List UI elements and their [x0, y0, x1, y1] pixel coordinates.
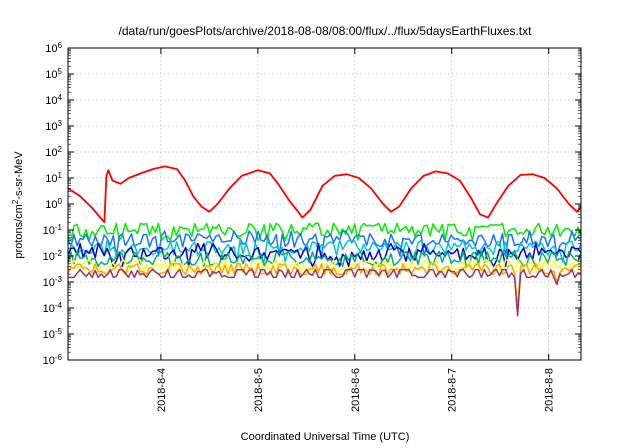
series-line-1 — [67, 165, 582, 224]
y-tick-label: 10-6 — [43, 353, 63, 368]
series-line-6 — [67, 250, 582, 268]
series-layer — [67, 165, 582, 317]
y-axis-label-sup: 2 — [11, 199, 20, 204]
y-tick-label: 10-3 — [43, 275, 63, 290]
y-tick-label: 102 — [45, 145, 62, 160]
series-line-4 — [67, 239, 582, 263]
y-axis-label-rest: -s-sr-MeV — [13, 151, 25, 200]
series-line-5 — [67, 242, 582, 268]
x-tick-label: 2018-8-4 — [156, 368, 168, 412]
grid-lines — [68, 48, 581, 360]
x-tick-label: 2018-8-8 — [544, 368, 556, 412]
y-tick-label: 105 — [45, 67, 62, 82]
y-tick-label: 104 — [45, 93, 62, 108]
x-tick-label: 2018-8-6 — [350, 368, 362, 412]
y-tick-label: 10-5 — [43, 327, 63, 342]
y-tick-label: 10-4 — [43, 301, 63, 316]
x-axis-ticks: 2018-8-4 2018-8-5 2018-8-6 2018-8-7 2018-8-8 — [156, 48, 556, 412]
y-axis-ticks: 106 105 104 103 102 101 100 10-1 10-2 10-3 10-4 10-… — [43, 41, 581, 368]
x-axis-label: Coordinated Universal Time (UTC) — [241, 431, 410, 443]
y-tick-label: 103 — [45, 119, 62, 134]
y-tick-label: 10-2 — [43, 249, 63, 264]
x-tick-label: 2018-8-7 — [447, 368, 459, 412]
series-line-3 — [67, 230, 582, 257]
y-tick-label: 100 — [45, 197, 62, 212]
y-tick-label: 101 — [45, 171, 62, 186]
y-tick-label: 10-1 — [43, 223, 63, 238]
series-line-9 — [68, 268, 582, 317]
x-tick-label: 2018-8-5 — [253, 368, 265, 412]
y-axis-label-base: protons/cm — [13, 204, 25, 258]
y-tick-label: 106 — [45, 41, 62, 56]
chart-title: /data/run/goesPlots/archive/2018-08-08/0… — [119, 24, 533, 38]
y-axis-label: protons/cm2-s-sr-MeV — [11, 151, 26, 259]
series-line-2 — [67, 222, 582, 242]
